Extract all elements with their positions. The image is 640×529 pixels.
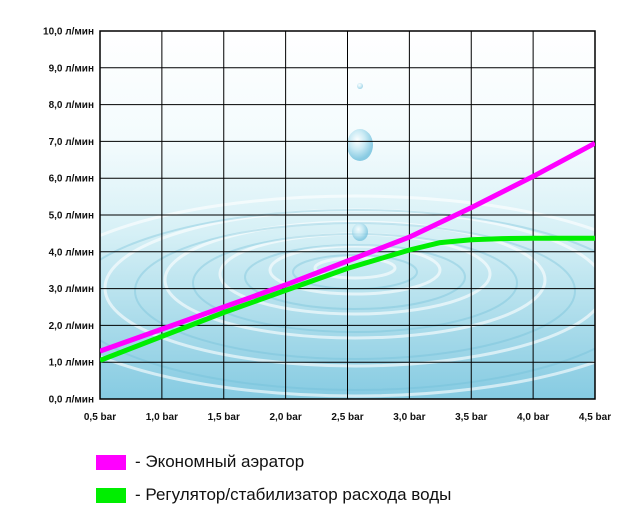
x-tick-label: 3,0 bar bbox=[393, 412, 425, 423]
series-line-regulator bbox=[100, 235, 595, 363]
y-tick-label: 2,0 л/мин bbox=[49, 321, 94, 332]
x-tick-label: 3,5 bar bbox=[455, 412, 487, 423]
legend-swatch-magenta bbox=[96, 454, 126, 470]
legend-swatch-green bbox=[96, 487, 126, 503]
legend-label: - Экономный аэратор bbox=[135, 452, 305, 471]
legend-item-regulator: - Регулятор/стабилизатор расхода воды bbox=[96, 484, 451, 506]
y-tick-label: 0,0 л/мин bbox=[49, 395, 94, 406]
x-tick-label: 1,0 bar bbox=[146, 412, 178, 423]
x-tick-label: 4,5 bar bbox=[579, 412, 611, 423]
y-tick-label: 7,0 л/мин bbox=[49, 137, 94, 148]
y-tick-label: 8,0 л/мин bbox=[49, 100, 94, 111]
y-tick-label: 6,0 л/мин bbox=[49, 174, 94, 185]
x-tick-label: 1,5 bar bbox=[208, 412, 240, 423]
y-tick-label: 10,0 л/мин bbox=[43, 27, 94, 38]
legend-item-aerator: - Экономный аэратор bbox=[96, 451, 304, 473]
y-tick-label: 1,0 л/мин bbox=[49, 358, 94, 369]
x-tick-label: 2,0 bar bbox=[270, 412, 302, 423]
x-tick-label: 4,0 bar bbox=[517, 412, 549, 423]
x-axis-ticks: 0,5 bar 1,0 bar 1,5 bar 2,0 bar 2,5 bar 3,0 b… bbox=[84, 412, 611, 423]
series-line-aerator bbox=[100, 140, 595, 354]
y-tick-label: 3,0 л/мин bbox=[49, 284, 94, 295]
plot-frame bbox=[99, 30, 596, 400]
data-series bbox=[100, 140, 595, 363]
legend-label: - Регулятор/стабилизатор расхода воды bbox=[135, 485, 452, 504]
y-tick-label: 5,0 л/мин bbox=[49, 211, 94, 222]
x-tick-label: 0,5 bar bbox=[84, 412, 116, 423]
y-tick-label: 4,0 л/мин bbox=[49, 247, 94, 258]
y-axis-ticks: 0,0 л/мин 1,0 л/мин 2,0 л/мин 3,0 л/мин 4,0 … bbox=[43, 27, 94, 406]
y-tick-label: 9,0 л/мин bbox=[49, 63, 94, 74]
x-tick-label: 2,5 bar bbox=[331, 412, 363, 423]
